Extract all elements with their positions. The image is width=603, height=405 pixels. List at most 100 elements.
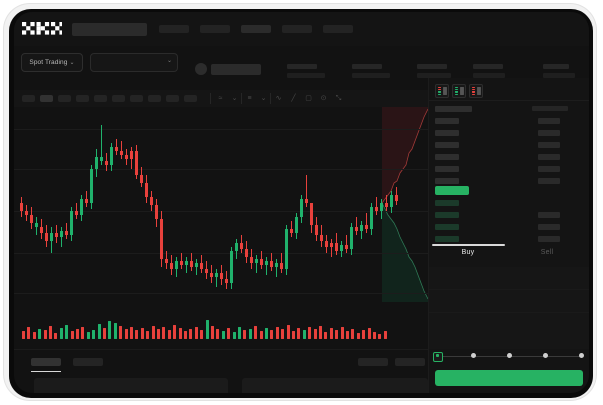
tab-order-history[interactable]	[73, 358, 103, 366]
timeframe-button-3[interactable]	[58, 95, 71, 102]
tab-buy[interactable]: Buy	[461, 249, 475, 256]
nav-item-earn[interactable]	[282, 25, 312, 33]
nav-item-derivatives[interactable]	[241, 25, 271, 33]
volume-bar	[297, 328, 301, 339]
action-hide-other-pairs[interactable]	[358, 358, 388, 366]
volume-bar	[292, 331, 295, 339]
slider-stop-100[interactable]	[578, 353, 584, 358]
slider-stop-25[interactable]	[470, 353, 476, 358]
volume-bar	[173, 325, 177, 339]
timeframe-button-5[interactable]	[94, 95, 107, 102]
camera-icon[interactable]: ▢	[305, 95, 312, 102]
orderbook-icon-bar	[459, 92, 464, 94]
buy-submit-button[interactable]	[435, 370, 583, 386]
candle-body	[290, 229, 293, 233]
fullscreen-icon[interactable]: ⤡	[335, 95, 342, 102]
volume-bar	[119, 326, 123, 339]
settings-icon[interactable]: ⊙	[320, 95, 327, 102]
orderbook-bid-price[interactable]	[435, 224, 459, 230]
nav-search-field[interactable]	[72, 23, 147, 36]
slider-stop-50[interactable]	[506, 353, 512, 358]
orderbook-bid-size[interactable]	[538, 236, 560, 242]
order-price-field[interactable]	[429, 267, 589, 290]
orderbook-ask-size[interactable]	[538, 178, 560, 184]
orderbook-ask-size[interactable]	[538, 130, 560, 136]
candlestick	[155, 107, 158, 302]
candlestick	[310, 107, 313, 302]
timeframe-button-8[interactable]	[148, 95, 161, 102]
candlestick	[145, 107, 148, 302]
orderbook-bid-price[interactable]	[435, 200, 459, 206]
volume-bar	[108, 321, 112, 339]
candlestick	[220, 107, 223, 302]
candlestick-chart[interactable]	[14, 107, 428, 302]
tab-sell[interactable]: Sell	[540, 249, 554, 256]
timeframe-button-2[interactable]	[40, 95, 53, 102]
order-amount-field[interactable]	[429, 290, 589, 313]
orderbook-bid-size[interactable]	[538, 224, 560, 230]
timeframe-button-1[interactable]	[22, 95, 35, 102]
pair-selector[interactable]: ⌄	[90, 53, 178, 72]
orderbook-ask-size[interactable]	[538, 142, 560, 148]
timeframe-button-6[interactable]	[112, 95, 125, 102]
okx-logo[interactable]	[22, 22, 62, 36]
orderbook-ask-size[interactable]	[538, 166, 560, 172]
volume-bar	[216, 329, 220, 339]
orderbook-ask-price[interactable]	[435, 118, 459, 124]
timeframe-button-9[interactable]	[166, 95, 179, 102]
orderbook-layout-asks-icon[interactable]	[469, 84, 483, 98]
orders-card-left[interactable]	[34, 378, 228, 393]
line-chart-icon[interactable]: ∿	[275, 95, 282, 102]
candle-body	[385, 203, 388, 207]
candle-body	[390, 195, 393, 207]
eraser-icon[interactable]: ╱	[291, 95, 296, 102]
volume-bar	[178, 328, 182, 339]
timeframe-button-4[interactable]	[76, 95, 89, 102]
orderbook-ask-price[interactable]	[435, 166, 459, 172]
drawing-tools-icon[interactable]: ≡	[247, 95, 252, 102]
candlestick	[80, 107, 83, 302]
orderbook-bid-size[interactable]	[538, 212, 560, 218]
trading-mode-selector[interactable]: Spot Trading ⌄	[21, 53, 83, 72]
action-cancel-all[interactable]	[395, 358, 425, 366]
orderbook-icon-bar	[476, 92, 481, 94]
indicators-icon[interactable]: ≈	[218, 95, 223, 102]
stat-value	[287, 73, 325, 78]
nav-item-trade[interactable]	[200, 25, 230, 33]
chart-type-chevron-icon[interactable]: ⌄	[231, 95, 238, 102]
volume-bar	[362, 330, 366, 339]
orderbook-ask-price[interactable]	[435, 130, 459, 136]
toolbar-divider	[210, 93, 211, 104]
orderbook-ask-price[interactable]	[435, 154, 459, 160]
slider-stop-75[interactable]	[542, 353, 548, 358]
candlestick	[255, 107, 258, 302]
orderbook-layout-both-icon[interactable]	[435, 84, 449, 98]
volume-bar	[335, 330, 339, 339]
orderbook-ask-price[interactable]	[435, 142, 459, 148]
stat-value	[352, 73, 390, 78]
slider-handle[interactable]	[433, 351, 443, 362]
orderbook-ask-size[interactable]	[538, 154, 560, 160]
orderbook-ask-price[interactable]	[435, 178, 459, 184]
nav-item-markets[interactable]	[159, 25, 189, 33]
tab-open-orders[interactable]	[31, 358, 61, 366]
orderbook-layout-bids-icon[interactable]	[452, 84, 466, 98]
volume-bar	[184, 331, 187, 339]
orderbook-bid-price[interactable]	[435, 236, 459, 242]
volume-bar	[367, 328, 371, 339]
drawing-chevron-icon[interactable]: ⌄	[260, 95, 267, 102]
timeframe-button-10[interactable]	[184, 95, 197, 102]
nav-item-more[interactable]	[323, 25, 353, 33]
candlestick	[125, 107, 128, 302]
orderbook-bid-price[interactable]	[435, 212, 459, 218]
timeframe-button-7[interactable]	[130, 95, 143, 102]
candlestick	[375, 107, 378, 302]
candlestick	[350, 107, 353, 302]
volume-bar	[254, 326, 258, 339]
amount-percent-slider[interactable]	[433, 351, 584, 362]
order-total-field[interactable]	[429, 313, 589, 349]
orderbook-ask-size[interactable]	[538, 118, 560, 124]
candle-body	[175, 261, 178, 269]
orders-card-right[interactable]	[242, 378, 428, 393]
candle-wick	[216, 269, 217, 287]
